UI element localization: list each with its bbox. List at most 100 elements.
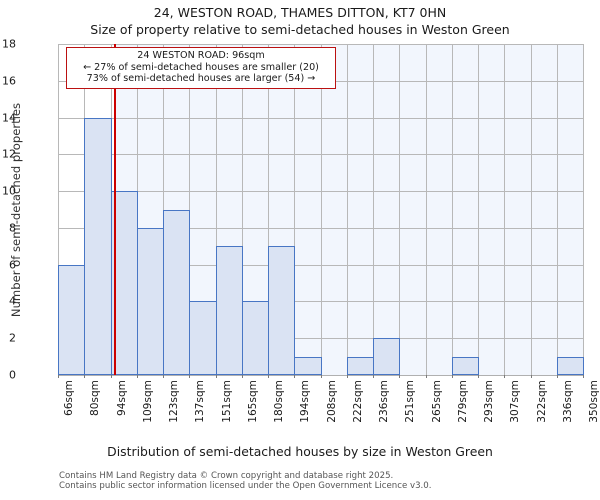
gridline-horizontal [58,264,583,266]
histogram-bar [373,338,400,375]
histogram-bar [347,356,374,375]
histogram-bar [84,117,112,375]
title-block: 24, WESTON ROAD, THAMES DITTON, KT7 0HN … [0,4,600,38]
y-axis-tick-label: 12 [2,147,16,161]
x-axis-tick-label: 180sqm [273,380,285,423]
annotation-smaller-text: ← 27% of semi-detached houses are smalle… [83,61,319,73]
x-axis-tick-mark [347,375,348,378]
x-axis-tick-mark [531,375,532,378]
x-axis-tick-label: 251sqm [404,380,416,423]
property-size-marker-line [114,44,116,375]
x-axis-tick-mark [163,375,164,378]
x-axis-tick-mark [321,375,322,378]
chart-subtitle: Size of property relative to semi-detach… [90,22,510,37]
x-axis-tick-label: 307sqm [509,380,521,423]
x-axis-tick-label: 336sqm [562,380,574,423]
y-axis-tick-label: 0 [9,368,16,382]
x-axis-tick-mark [557,375,558,378]
gridline-vertical [294,44,295,375]
histogram-bar [294,356,322,375]
x-axis-title: Distribution of semi-detached houses by … [107,444,493,459]
y-axis-tick-label: 8 [9,221,16,235]
histogram-bar [216,246,243,375]
gridline-vertical [399,44,400,375]
histogram-bar [163,209,190,375]
x-axis-tick-mark [583,375,584,378]
y-axis-tick-label: 2 [9,331,16,345]
x-axis-tick-mark [58,375,59,378]
x-axis-tick-label: 350sqm [588,380,600,423]
x-axis-tick-mark [399,375,400,378]
gridline-horizontal [58,117,583,119]
x-axis-line [58,375,583,376]
gridline-vertical [557,44,558,375]
footer-line-2: Contains public sector information licen… [59,481,432,492]
y-axis-tick-label: 18 [2,37,16,51]
gridline-horizontal [58,301,583,303]
x-axis-tick-label: 151sqm [221,380,233,423]
annotation-larger-text: 73% of semi-detached houses are larger (… [86,73,316,84]
x-axis-tick-mark [137,375,138,378]
histogram-bar [268,246,295,375]
x-axis-tick-label: 80sqm [89,380,101,417]
histogram-bar [452,356,479,375]
gridline-vertical [321,44,322,375]
x-axis-tick-mark [504,375,505,378]
gridline-vertical [531,44,532,375]
x-axis-tick-label: 222sqm [352,380,364,423]
histogram-bar [58,264,85,375]
x-axis-tick-label: 236sqm [378,380,390,423]
x-axis-tick-label: 279sqm [457,380,469,423]
gridline-vertical [216,44,217,375]
gridline-vertical [242,44,243,375]
gridline-vertical [58,44,59,375]
y-axis-tick-label: 10 [2,184,16,198]
gridline-vertical [478,44,479,375]
x-axis-tick-label: 322sqm [536,380,548,423]
x-axis-tick-label: 137sqm [194,380,206,423]
gridline-horizontal [58,154,583,156]
x-axis-tick-label: 123sqm [168,380,180,423]
plot-area [58,44,584,375]
histogram-bar [189,301,217,375]
histogram-bar [557,356,584,375]
histogram-bar [137,227,164,375]
x-axis-tick-label: 265sqm [431,380,443,423]
x-axis-tick-mark [426,375,427,378]
x-axis-tick-label: 66sqm [63,380,75,417]
gridline-horizontal [58,338,583,340]
x-axis-tick-label: 109sqm [142,380,154,423]
x-axis-tick-mark [242,375,243,378]
gridline-horizontal [58,227,583,229]
y-axis-tick-label: 16 [2,74,16,88]
gridline-vertical [504,44,505,375]
gridline-vertical [347,44,348,375]
x-axis-tick-mark [111,375,112,378]
chart-title: 24, WESTON ROAD, THAMES DITTON, KT7 0HN [153,5,447,20]
histogram-bar [242,301,269,375]
gridline-vertical [583,44,584,375]
property-annotation-box: 24 WESTON ROAD: 96sqm ← 27% of semi-deta… [66,47,336,89]
footer-attribution: Contains HM Land Registry data © Crown c… [59,471,431,492]
x-axis-tick-mark [294,375,295,378]
gridline-horizontal [58,44,583,45]
x-axis-tick-mark [373,375,374,378]
x-axis-tick-mark [189,375,190,378]
gridline-vertical [373,44,374,375]
x-axis-tick-mark [84,375,85,378]
x-axis-tick-label: 208sqm [326,380,338,423]
gridline-horizontal [58,191,583,193]
y-axis-tick-label: 4 [9,294,16,308]
gridline-vertical [426,44,427,375]
x-axis-tick-mark [452,375,453,378]
y-axis-tick-label: 6 [9,258,16,272]
x-axis-tick-mark [216,375,217,378]
x-axis-tick-label: 194sqm [299,380,311,423]
x-axis-tick-mark [478,375,479,378]
x-axis-tick-label: 165sqm [247,380,259,423]
y-axis-tick-label: 14 [2,111,16,125]
x-axis-tick-label: 293sqm [483,380,495,423]
gridline-vertical [452,44,453,375]
y-axis-title: Number of semi-detached properties [9,102,23,317]
x-axis-tick-label: 94sqm [116,380,128,417]
